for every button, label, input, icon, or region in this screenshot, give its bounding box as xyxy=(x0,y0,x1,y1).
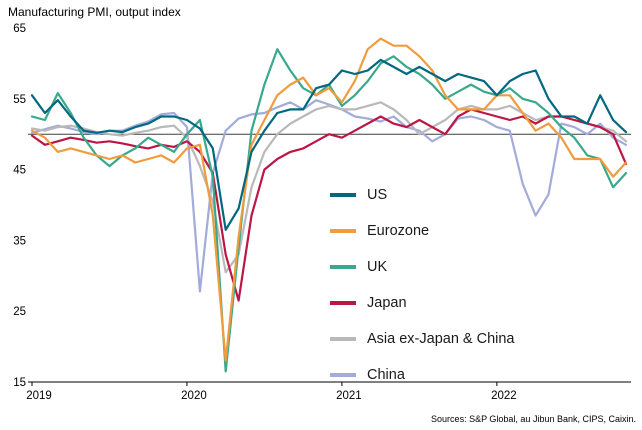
x-tick-label: 2020 xyxy=(181,390,207,402)
y-tick-label: 15 xyxy=(13,377,26,389)
series-line-eurozone xyxy=(30,37,628,362)
x-tick-label: 2022 xyxy=(491,390,517,402)
legend-item-china: China xyxy=(330,363,515,386)
legend-swatch-us xyxy=(330,192,356,197)
series-line-asia-ex-japan-china xyxy=(30,101,628,274)
legend-item-japan: Japan xyxy=(330,291,515,314)
legend-swatch-china xyxy=(330,372,356,377)
legend-label: Japan xyxy=(367,294,407,311)
legend-swatch-eurozone xyxy=(330,228,356,233)
legend: US Eurozone UK Japan Asia ex-Japan & China Ch… xyxy=(330,183,515,386)
y-tick-label: 35 xyxy=(13,235,26,247)
legend-label: China xyxy=(367,366,405,383)
series-line-japan xyxy=(30,108,628,302)
y-tick-label: 25 xyxy=(13,306,26,318)
legend-label: UK xyxy=(367,258,388,275)
series-line-us xyxy=(30,58,628,231)
sources-note: Sources: S&P Global, au Jibun Bank, CIPS… xyxy=(431,414,636,424)
x-tick-label: 2021 xyxy=(336,390,362,402)
legend-label: Eurozone xyxy=(367,222,430,239)
x-tick-label: 2019 xyxy=(26,390,52,402)
legend-swatch-uk xyxy=(330,264,356,269)
legend-swatch-asia-ex-japan-china xyxy=(330,336,356,341)
legend-item-us: US xyxy=(330,183,515,206)
legend-label: US xyxy=(367,186,388,203)
y-tick-label: 65 xyxy=(13,23,26,35)
y-tick-label: 55 xyxy=(13,94,26,106)
legend-item-eurozone: Eurozone xyxy=(330,219,515,242)
y-tick-label: 45 xyxy=(13,165,26,177)
legend-item-asia-ex-japan-china: Asia ex-Japan & China xyxy=(330,327,515,350)
series-line-china xyxy=(30,99,628,293)
chart-title: Manufacturing PMI, output index xyxy=(8,5,181,19)
series-line-uk xyxy=(30,48,628,373)
legend-item-uk: UK xyxy=(330,255,515,278)
legend-label: Asia ex-Japan & China xyxy=(367,330,515,347)
legend-swatch-japan xyxy=(330,300,356,305)
